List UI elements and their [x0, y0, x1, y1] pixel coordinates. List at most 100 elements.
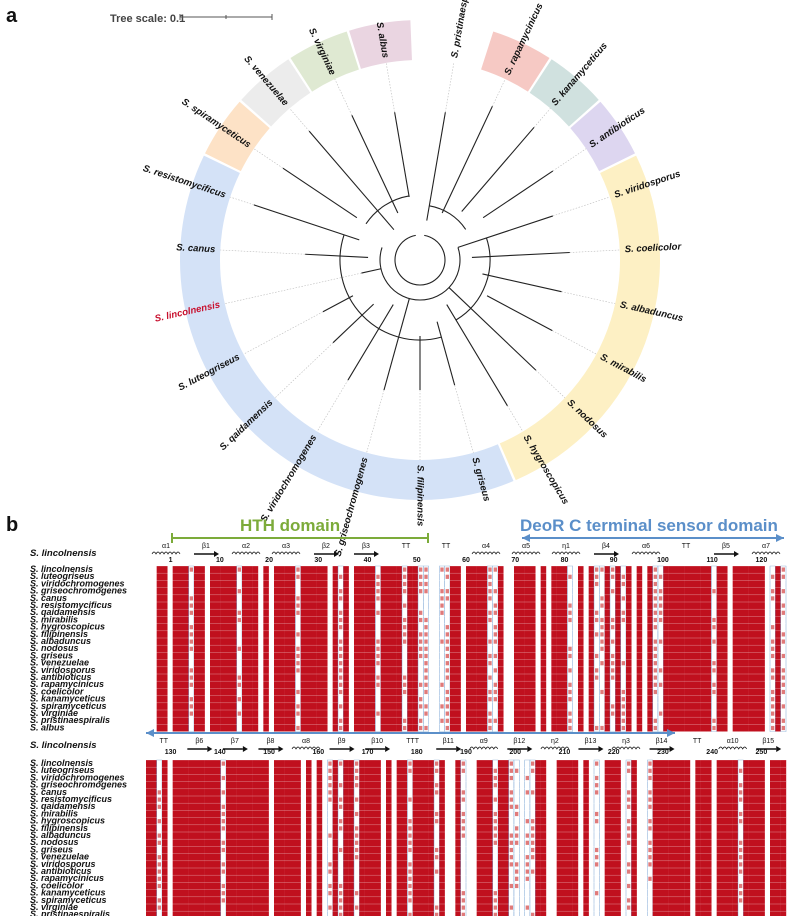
similar-residue [296, 725, 300, 731]
similar-residue [408, 891, 412, 896]
secondary-structure-label: β14 [656, 738, 668, 745]
similar-residue [157, 862, 161, 867]
similar-residue [712, 718, 716, 723]
similar-residue [237, 675, 241, 680]
helix-glyph [271, 551, 301, 555]
similar-residue [403, 617, 407, 623]
similar-residue [739, 891, 743, 896]
alignment-species-name: S. venezuelae [30, 852, 89, 862]
similar-residue [627, 797, 631, 802]
conserved-column [204, 760, 211, 916]
similar-residue [376, 596, 380, 601]
similar-residue [376, 610, 380, 615]
similar-residue [659, 603, 663, 608]
similar-residue [339, 625, 343, 630]
similar-residue [509, 768, 513, 773]
similar-residue [424, 589, 428, 594]
similar-residue [781, 704, 785, 709]
conserved-column [716, 566, 723, 732]
conserved-column [588, 566, 595, 732]
similar-residue [493, 797, 497, 802]
similar-residue [440, 596, 444, 601]
similar-residue [355, 833, 359, 838]
similar-residue [408, 826, 412, 831]
conserved-column [194, 760, 200, 916]
similar-residue [189, 567, 193, 572]
similar-residue [408, 819, 412, 824]
secondary-structure-label: α4 [482, 543, 490, 550]
similar-residue [611, 704, 615, 709]
similar-residue [419, 725, 423, 731]
similar-residue [653, 689, 657, 695]
similar-residue [659, 596, 663, 601]
conserved-column [455, 566, 461, 732]
similar-residue [424, 639, 428, 644]
conserved-column [450, 566, 456, 732]
similar-residue [568, 603, 572, 608]
hth-domain-annotation: HTH domain [171, 516, 429, 543]
similar-residue [771, 711, 775, 716]
conserved-column [284, 566, 291, 732]
similar-residue [376, 682, 380, 687]
alignment-species-name: S. viridochromogenes [30, 772, 125, 782]
residue-number: 130 [165, 749, 177, 756]
helix-glyph [511, 551, 541, 555]
alignment-block-1: S. lincolnensis α1 β1 α2 α3 β2 β3 TT TT α4 α5 η1 β4 α… [30, 543, 787, 732]
similar-residue [509, 804, 513, 809]
conserved-column [316, 760, 323, 916]
conserved-column [476, 760, 483, 916]
similar-residue [435, 768, 439, 773]
conserved-column [316, 566, 323, 732]
similar-residue [595, 617, 599, 623]
conserved-column [732, 760, 739, 916]
similar-residue [493, 912, 497, 916]
similar-residue [328, 869, 332, 874]
similar-residue [531, 768, 535, 773]
conserved-column [380, 566, 387, 732]
similar-residue [509, 775, 513, 781]
tree-guide-line [533, 108, 551, 128]
similar-residue [627, 768, 631, 773]
similar-residue [237, 682, 241, 687]
similar-residue [600, 625, 604, 630]
conserved-column [578, 566, 584, 732]
conserved-column [562, 760, 568, 916]
similar-residue [328, 833, 332, 838]
similar-residue [419, 639, 423, 644]
residue-number: 100 [657, 557, 669, 564]
conserved-column [156, 566, 163, 732]
secondary-structure-label: β3 [362, 543, 370, 550]
similar-residue [568, 725, 572, 731]
conserved-column [482, 566, 488, 732]
alignment-species-name: S. canus [30, 593, 67, 603]
similar-residue [509, 905, 513, 910]
similar-residue [445, 596, 449, 601]
similar-residue [403, 567, 407, 572]
similar-residue [424, 675, 428, 680]
similar-residue [627, 804, 631, 809]
alignment-species-name: S. antibioticus [30, 672, 92, 682]
similar-residue [611, 711, 615, 716]
similar-residue [600, 632, 604, 637]
conserved-column [658, 760, 664, 916]
conserved-column [722, 566, 728, 732]
similar-residue [621, 574, 625, 579]
conserved-column [466, 566, 472, 732]
similar-residue [648, 761, 652, 766]
conserved-column [743, 566, 749, 732]
tree-scale-bar: Tree scale: 0.1 [110, 13, 273, 25]
similar-residue [627, 833, 631, 838]
beta-strand-arrowhead [598, 746, 604, 752]
alignment-species-name: S. virginiae [30, 902, 78, 912]
similar-residue [739, 898, 743, 903]
similar-residue [189, 603, 193, 608]
similar-residue [493, 668, 497, 673]
conserved-column [428, 760, 435, 916]
similar-residue [531, 912, 535, 916]
similar-residue [408, 883, 412, 889]
similar-residue [493, 833, 497, 838]
similar-residue [445, 567, 449, 572]
similar-residue [328, 862, 332, 867]
conserved-column [210, 760, 216, 916]
secondary-structure-label: β5 [722, 543, 730, 550]
